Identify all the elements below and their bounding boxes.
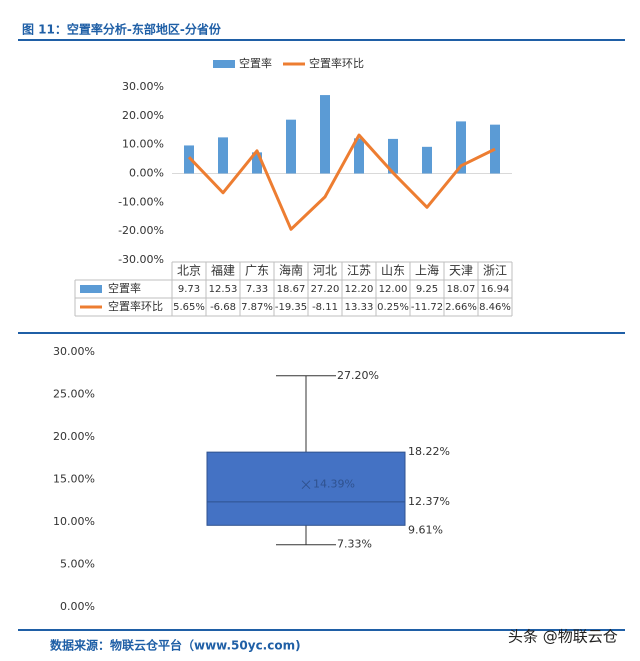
bar xyxy=(252,152,262,174)
data-label: -19.35 xyxy=(275,302,307,313)
bar xyxy=(490,124,500,174)
data-label: 12.53 xyxy=(209,284,238,295)
x-tick-label: 广东 xyxy=(245,264,269,278)
data-label: 7.33% xyxy=(337,538,372,551)
y-tick-label: -20.00% xyxy=(118,224,164,237)
data-label: 9.61% xyxy=(408,523,443,536)
x-tick-label: 河北 xyxy=(313,264,337,278)
bar xyxy=(456,121,466,174)
figure-title: 图 11：空置率分析-东部地区-分省份 xyxy=(22,22,222,37)
y-tick-label: 30.00% xyxy=(122,80,164,93)
legend-swatch xyxy=(80,285,102,293)
y-tick-label: 10.00% xyxy=(53,515,95,528)
bar xyxy=(388,138,398,174)
watermark: 头条 @物联云仓 xyxy=(508,628,618,646)
x-tick-label: 山东 xyxy=(381,264,405,278)
legend-swatch xyxy=(213,60,235,68)
data-label: 8.46% xyxy=(479,302,511,313)
data-label: 16.94 xyxy=(481,284,510,295)
data-label: 12.00 xyxy=(379,284,408,295)
legend-label: 空置率环比 xyxy=(309,56,364,70)
data-label: 27.20% xyxy=(337,369,379,382)
data-label: 13.33 xyxy=(345,302,374,313)
bar xyxy=(422,146,432,174)
y-tick-label: 0.00% xyxy=(60,600,95,613)
mean-marker xyxy=(301,480,311,490)
y-tick-label: 0.00% xyxy=(129,167,164,180)
table-series-name: 空置率 xyxy=(108,281,141,295)
x-tick-label: 福建 xyxy=(211,263,235,278)
data-label: 14.39% xyxy=(313,478,355,491)
y-tick-label: 15.00% xyxy=(53,473,95,486)
data-label: -8.11 xyxy=(312,302,338,313)
data-label: 7.33 xyxy=(246,284,268,295)
x-tick-label: 北京 xyxy=(177,264,201,278)
data-label: 9.25 xyxy=(416,284,438,295)
legend-label: 空置率 xyxy=(239,56,272,70)
y-tick-label: 30.00% xyxy=(53,345,95,358)
data-label: 2.66% xyxy=(445,302,477,313)
data-label: 0.25% xyxy=(377,302,409,313)
data-label: -11.72 xyxy=(411,302,443,313)
x-tick-label: 江苏 xyxy=(347,264,371,278)
data-label: 9.73 xyxy=(178,284,200,295)
y-tick-label: -30.00% xyxy=(118,253,164,266)
data-label: 12.20 xyxy=(345,284,374,295)
bar xyxy=(218,137,228,174)
x-tick-label: 海南 xyxy=(279,263,303,278)
data-label: 18.67 xyxy=(277,284,306,295)
bar xyxy=(354,138,364,174)
y-tick-label: 5.00% xyxy=(60,558,95,571)
data-label: 7.87% xyxy=(241,302,273,313)
bar xyxy=(184,145,194,174)
x-tick-label: 浙江 xyxy=(483,264,507,278)
y-tick-label: -10.00% xyxy=(118,195,164,208)
x-tick-label: 天津 xyxy=(449,264,473,278)
table-series-name: 空置率环比 xyxy=(108,299,163,313)
x-tick-label: 上海 xyxy=(415,263,439,278)
data-label: 18.07 xyxy=(447,284,476,295)
y-tick-label: 25.00% xyxy=(53,388,95,401)
box xyxy=(206,451,406,526)
data-label: 12.37% xyxy=(408,495,450,508)
y-tick-label: 20.00% xyxy=(122,109,164,122)
bar xyxy=(286,119,296,174)
source: 数据来源：物联云仓平台（www.50yc.com) xyxy=(50,638,301,653)
data-label: 5.65% xyxy=(173,302,205,313)
data-label: 18.22% xyxy=(408,445,450,458)
y-tick-label: 20.00% xyxy=(53,430,95,443)
y-tick-label: 10.00% xyxy=(122,138,164,151)
data-label: 27.20 xyxy=(311,284,340,295)
bar xyxy=(320,95,330,174)
line xyxy=(187,133,496,231)
data-label: -6.68 xyxy=(210,302,236,313)
